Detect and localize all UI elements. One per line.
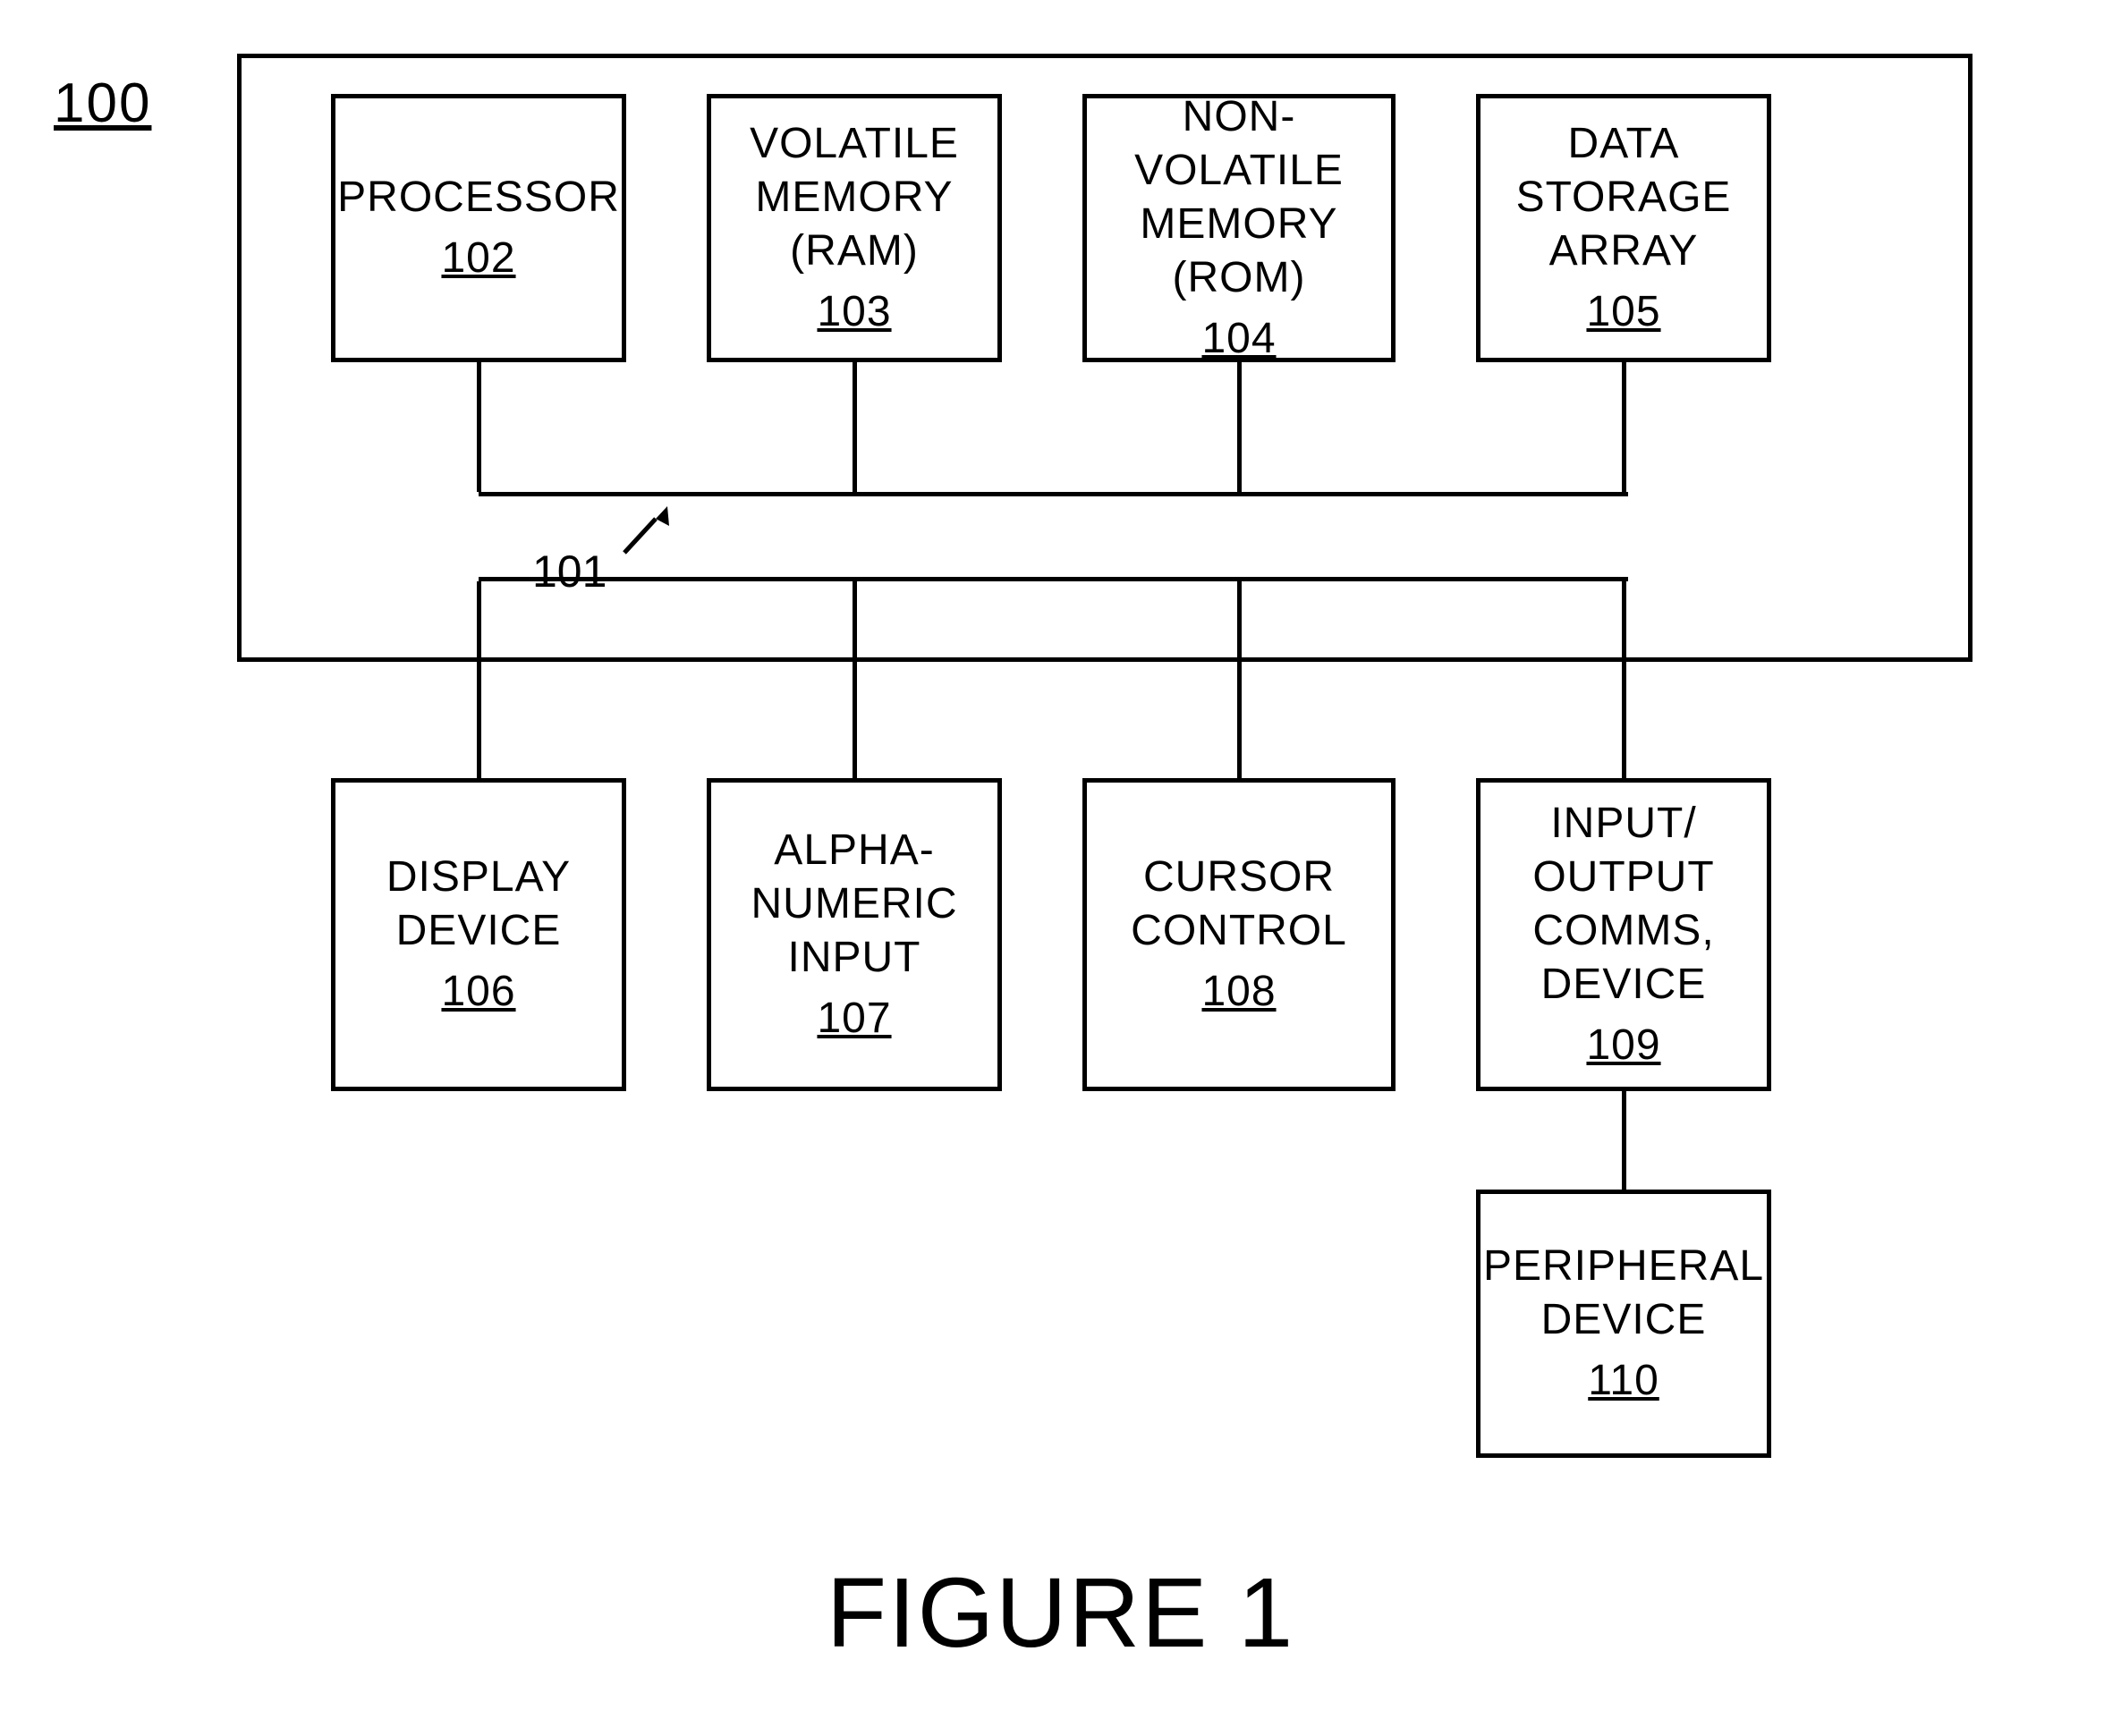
block-label: NON-VOLATILE — [1096, 90, 1382, 198]
connector — [853, 362, 857, 492]
connector — [1622, 581, 1626, 778]
block-label: ALPHA- — [774, 824, 934, 877]
block-label: MEMORY — [755, 171, 953, 224]
block-storage: DATA STORAGE ARRAY 105 — [1476, 94, 1771, 362]
block-label: DEVICE — [1541, 958, 1707, 1012]
bus-line-bottom — [479, 577, 1628, 581]
block-label: OUTPUT — [1532, 851, 1714, 904]
block-label: (ROM) — [1173, 251, 1306, 305]
block-label: PERIPHERAL — [1483, 1240, 1764, 1293]
block-label: STORAGE — [1516, 171, 1732, 224]
block-label: COMMS, — [1532, 904, 1714, 958]
block-label: ARRAY — [1549, 224, 1699, 278]
block-processor: PROCESSOR 102 — [331, 94, 626, 362]
figure-ref-100: 100 — [54, 72, 151, 135]
block-ref: 102 — [441, 232, 515, 285]
block-ref: 104 — [1201, 312, 1276, 366]
connector — [853, 581, 857, 778]
block-label: CURSOR — [1143, 851, 1335, 904]
block-ref: 106 — [441, 965, 515, 1019]
figure-title: FIGURE 1 — [0, 1556, 2121, 1670]
block-display: DISPLAY DEVICE 106 — [331, 778, 626, 1091]
block-label: DATA — [1568, 117, 1680, 171]
block-peripheral: PERIPHERAL DEVICE 110 — [1476, 1190, 1771, 1458]
block-label: (RAM) — [790, 224, 919, 278]
block-alphanum: ALPHA- NUMERIC INPUT 107 — [707, 778, 1002, 1091]
block-iocomms: INPUT/ OUTPUT COMMS, DEVICE 109 — [1476, 778, 1771, 1091]
bus-ref-101: 101 — [532, 546, 607, 597]
block-label: DEVICE — [396, 904, 562, 958]
block-cursor: CURSOR CONTROL 108 — [1082, 778, 1396, 1091]
block-label: MEMORY — [1140, 198, 1337, 251]
block-label: INPUT — [788, 931, 921, 985]
block-ref: 103 — [817, 285, 891, 339]
block-label: VOLATILE — [750, 117, 959, 171]
block-label: INPUT/ — [1550, 797, 1696, 851]
pointer-arrow-icon — [615, 499, 678, 562]
block-label: CONTROL — [1131, 904, 1347, 958]
block-label: DISPLAY — [386, 851, 571, 904]
connector — [477, 581, 481, 778]
diagram-canvas: 100 PROCESSOR 102 VOLATILE MEMORY (RAM) … — [0, 0, 2121, 1736]
connector — [1622, 1091, 1626, 1190]
block-label: NUMERIC — [751, 877, 958, 931]
connector — [1237, 581, 1242, 778]
bus-line-top — [479, 492, 1628, 496]
block-label: DEVICE — [1541, 1293, 1707, 1347]
block-ref: 108 — [1201, 965, 1276, 1019]
connector — [1237, 362, 1242, 492]
block-ram: VOLATILE MEMORY (RAM) 103 — [707, 94, 1002, 362]
block-ref: 107 — [817, 992, 891, 1046]
block-rom: NON-VOLATILE MEMORY (ROM) 104 — [1082, 94, 1396, 362]
block-ref: 109 — [1586, 1019, 1660, 1072]
block-label: PROCESSOR — [337, 171, 620, 224]
block-ref: 110 — [1588, 1354, 1659, 1408]
block-ref: 105 — [1586, 285, 1660, 339]
connector — [1622, 362, 1626, 492]
connector — [477, 362, 481, 492]
